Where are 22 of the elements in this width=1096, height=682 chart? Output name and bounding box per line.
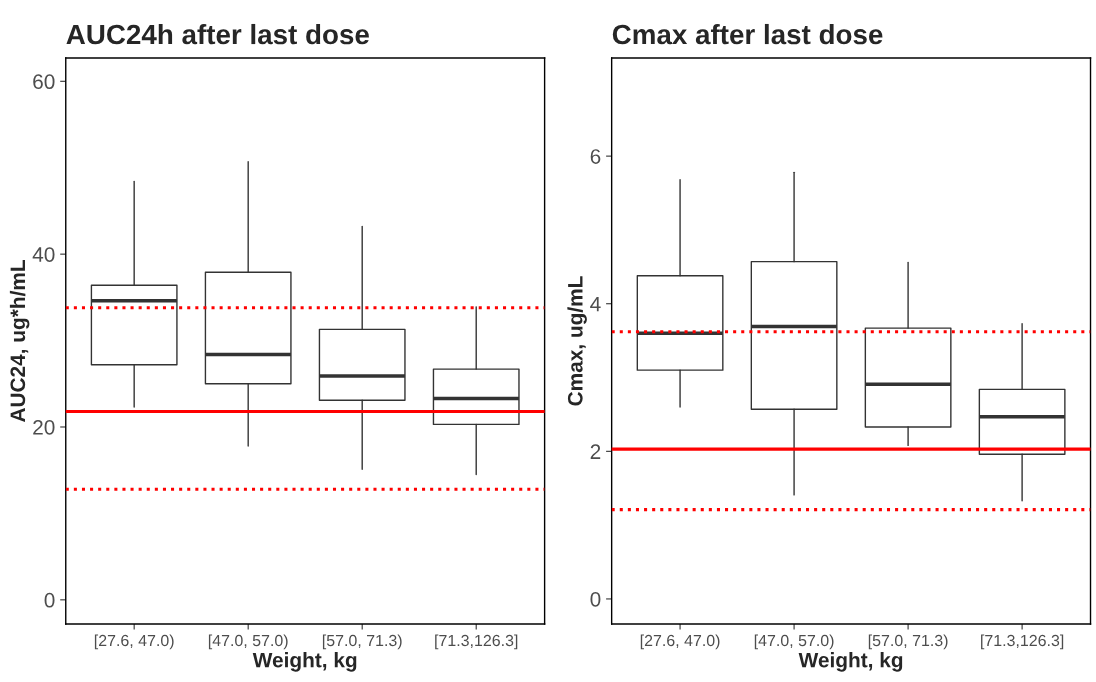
x-tick-label: [71.3,126.3] [435, 634, 518, 650]
y-tick-label: 0 [590, 591, 601, 607]
y-tick-label: 0 [44, 592, 55, 608]
x-tick-label: [27.6, 47.0) [640, 634, 720, 650]
x-tick-label: [47.0, 57.0) [754, 634, 834, 650]
y-axis-title: Cmax, ug/mL [567, 276, 587, 406]
x-axis-title: Weight, kg [252, 652, 357, 672]
y-axis-title: AUC24, ug*h/mL [9, 260, 30, 423]
x-tick-label: [27.6, 47.0) [94, 634, 174, 650]
y-tick-label: 6 [590, 149, 601, 164]
chart-title: AUC24h after last dose [66, 23, 369, 45]
y-tick-label: 20 [33, 419, 55, 435]
y-tick-label: 60 [33, 74, 55, 90]
y-tick-label: 4 [590, 296, 601, 312]
y-tick-label: 2 [590, 444, 601, 459]
x-tick-label: [57.0, 71.3) [868, 634, 948, 650]
y-tick-label: 40 [32, 247, 55, 262]
chart-title: Cmax after last dose [612, 23, 883, 45]
x-axis-title: Weight, kg [798, 652, 903, 672]
x-tick-label: [71.3,126.3] [981, 634, 1064, 650]
x-tick-label: [47.0, 57.0) [208, 634, 288, 650]
x-tick-label: [57.0, 71.3) [322, 634, 402, 650]
